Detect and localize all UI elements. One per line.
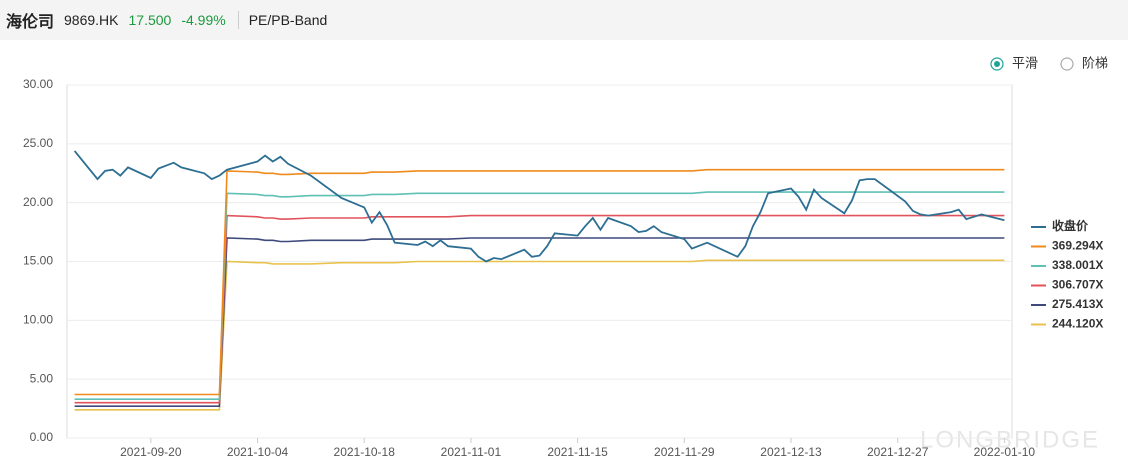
radio[interactable] — [1060, 57, 1074, 71]
y-tick-label: 10.00 — [23, 313, 53, 327]
indicator[interactable]: PE/PB-Band — [248, 12, 328, 28]
series-line — [74, 191, 1005, 400]
legend-label: 338.001X — [1052, 258, 1103, 272]
x-tick-label: 2022-01-10 — [974, 445, 1036, 459]
legend-label: 275.413X — [1052, 297, 1103, 311]
y-tick-label: 30.00 — [23, 77, 53, 91]
legend-label: 244.120X — [1052, 317, 1103, 331]
series-line — [74, 168, 1005, 396]
y-tick-label: 25.00 — [23, 136, 53, 150]
x-tick-label: 2021-10-18 — [334, 445, 396, 459]
series-line — [74, 237, 1005, 407]
series-line — [73, 150, 1005, 263]
quote-bar: 海伦司 9869.HK 17.500 -4.99% PE/PB-Band — [0, 0, 1128, 40]
series-line — [74, 214, 1005, 404]
x-tick-label: 2021-09-20 — [120, 445, 182, 459]
separator — [237, 11, 239, 29]
x-tick-label: 2021-11-01 — [441, 445, 502, 459]
y-tick-label: 5.00 — [30, 371, 54, 385]
legend-label: 369.294X — [1052, 239, 1103, 253]
legend-label: 306.707X — [1052, 278, 1103, 292]
y-tick-label: 15.00 — [23, 254, 53, 268]
watermark: LONGBRIDGE — [920, 426, 1100, 453]
toggle-smooth[interactable]: 平滑 — [990, 55, 1038, 71]
x-tick-label: 2021-11-29 — [654, 445, 715, 459]
price: 17.500 — [128, 12, 172, 28]
change: -4.99% — [181, 12, 226, 28]
toggle-label[interactable]: 平滑 — [1012, 55, 1038, 70]
radio-dot — [994, 61, 1000, 67]
stock-name: 海伦司 — [6, 14, 55, 31]
y-tick-label: 20.00 — [23, 195, 53, 209]
toggle-step[interactable]: 阶梯 — [1060, 55, 1108, 71]
radio[interactable] — [990, 57, 1004, 71]
legend-label: 收盘价 — [1052, 218, 1089, 233]
x-tick-label: 2021-10-04 — [227, 445, 289, 459]
toggle-label[interactable]: 阶梯 — [1082, 55, 1108, 70]
x-tick-label: 2021-11-15 — [547, 445, 608, 459]
y-tick-label: 0.00 — [30, 430, 54, 444]
x-tick-label: 2021-12-27 — [867, 445, 929, 459]
series-line — [74, 259, 1005, 411]
x-tick-label: 2021-12-13 — [760, 445, 822, 459]
stock-code: 9869.HK — [64, 12, 119, 28]
chart: 平滑 阶梯 LONGBRIDGE 0.00 5.00 10.00 15.00 20.00… — [23, 55, 1108, 459]
